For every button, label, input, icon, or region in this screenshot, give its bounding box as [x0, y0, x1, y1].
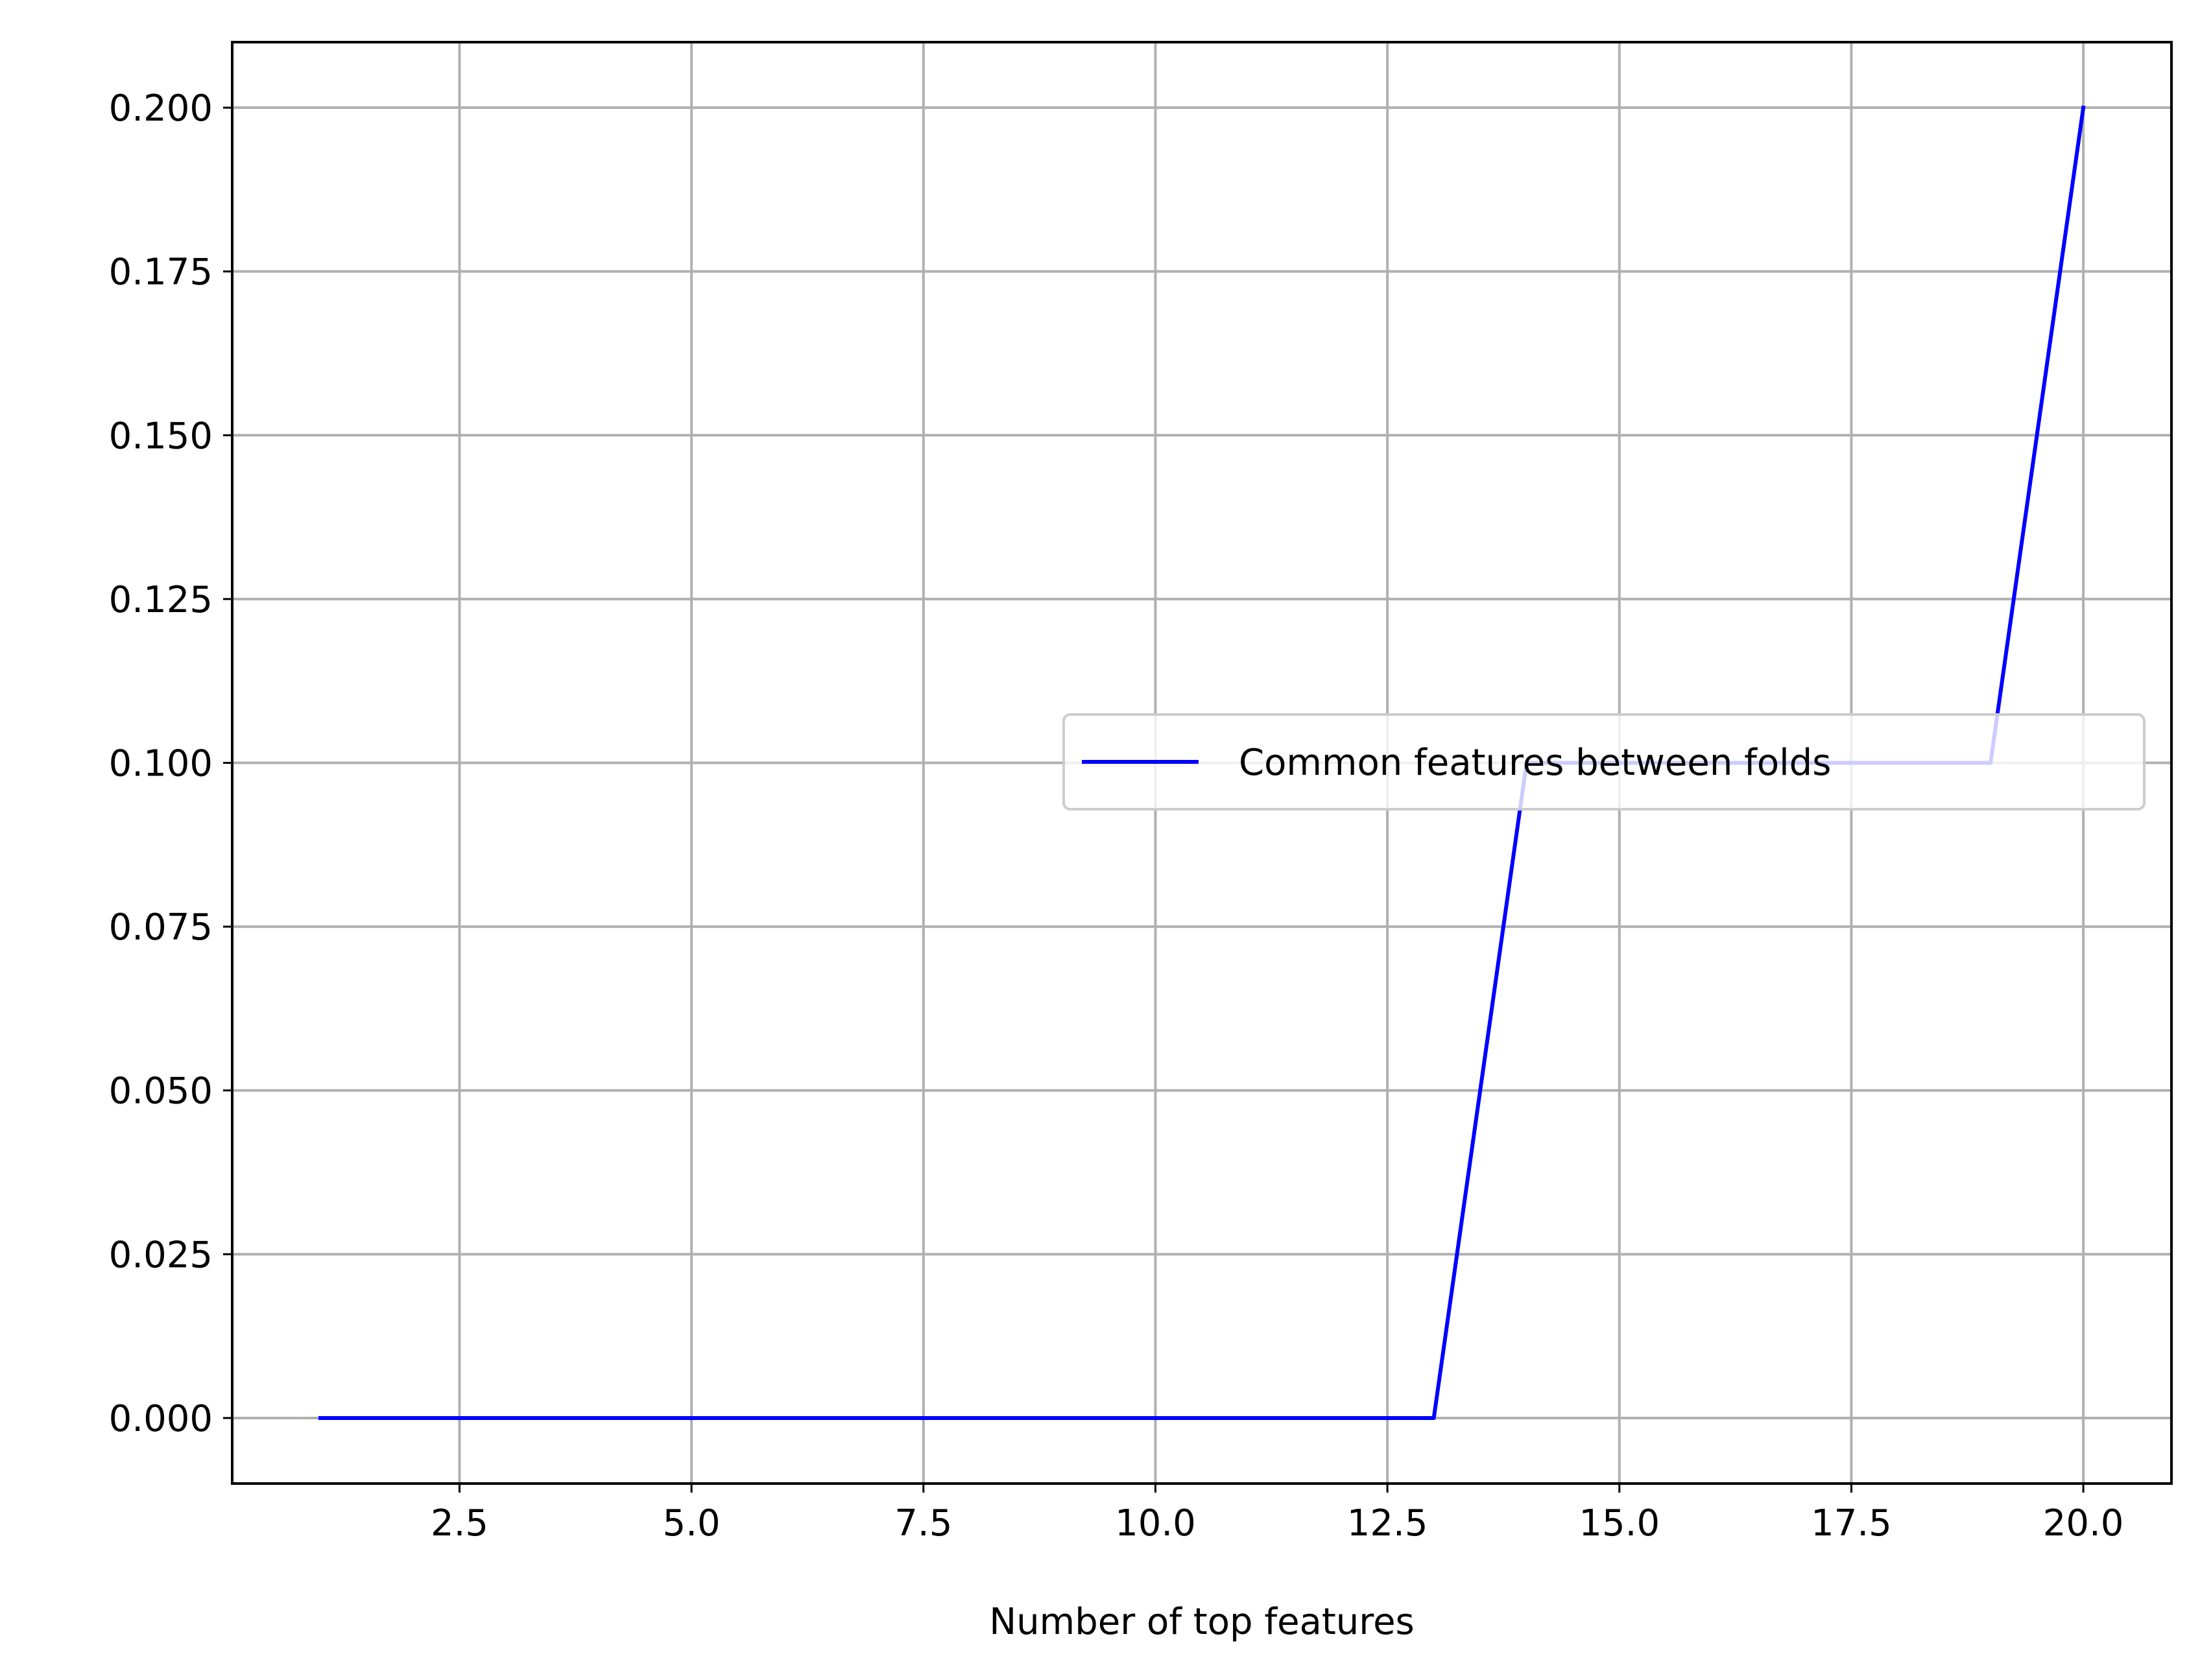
- x-axis-title: Number of top features: [989, 1601, 1414, 1643]
- y-tick-label: 0.075: [109, 906, 213, 949]
- y-tick-label: 0.175: [109, 252, 213, 294]
- x-tick-label: 5.0: [663, 1502, 721, 1544]
- x-tick-label: 7.5: [894, 1502, 952, 1544]
- x-tick-label: 20.0: [2043, 1502, 2124, 1544]
- tick-labels: 2.5 5.0 7.5 10.0 12.5 15.0 17.5 20.0 0.000 0.025 0…: [109, 88, 2124, 1544]
- legend: Common features between folds: [1062, 713, 2146, 810]
- ticks: [223, 106, 2085, 1493]
- x-tick-label: 12.5: [1347, 1502, 1428, 1544]
- legend-label: Common features between folds: [1239, 742, 1831, 784]
- x-tick-label: 2.5: [431, 1502, 488, 1544]
- x-tick-label: 17.5: [1811, 1502, 1892, 1544]
- x-tick-label: 15.0: [1579, 1502, 1660, 1544]
- y-tick-label: 0.000: [109, 1398, 213, 1440]
- y-tick-label: 0.125: [109, 579, 213, 621]
- y-tick-label: 0.100: [109, 743, 213, 785]
- y-tick-label: 0.050: [109, 1071, 213, 1113]
- x-tick-label: 10.0: [1115, 1502, 1196, 1544]
- y-tick-label: 0.200: [109, 88, 213, 130]
- legend-box: [1062, 713, 2146, 810]
- y-tick-label: 0.025: [109, 1234, 213, 1276]
- y-tick-label: 0.150: [109, 415, 213, 457]
